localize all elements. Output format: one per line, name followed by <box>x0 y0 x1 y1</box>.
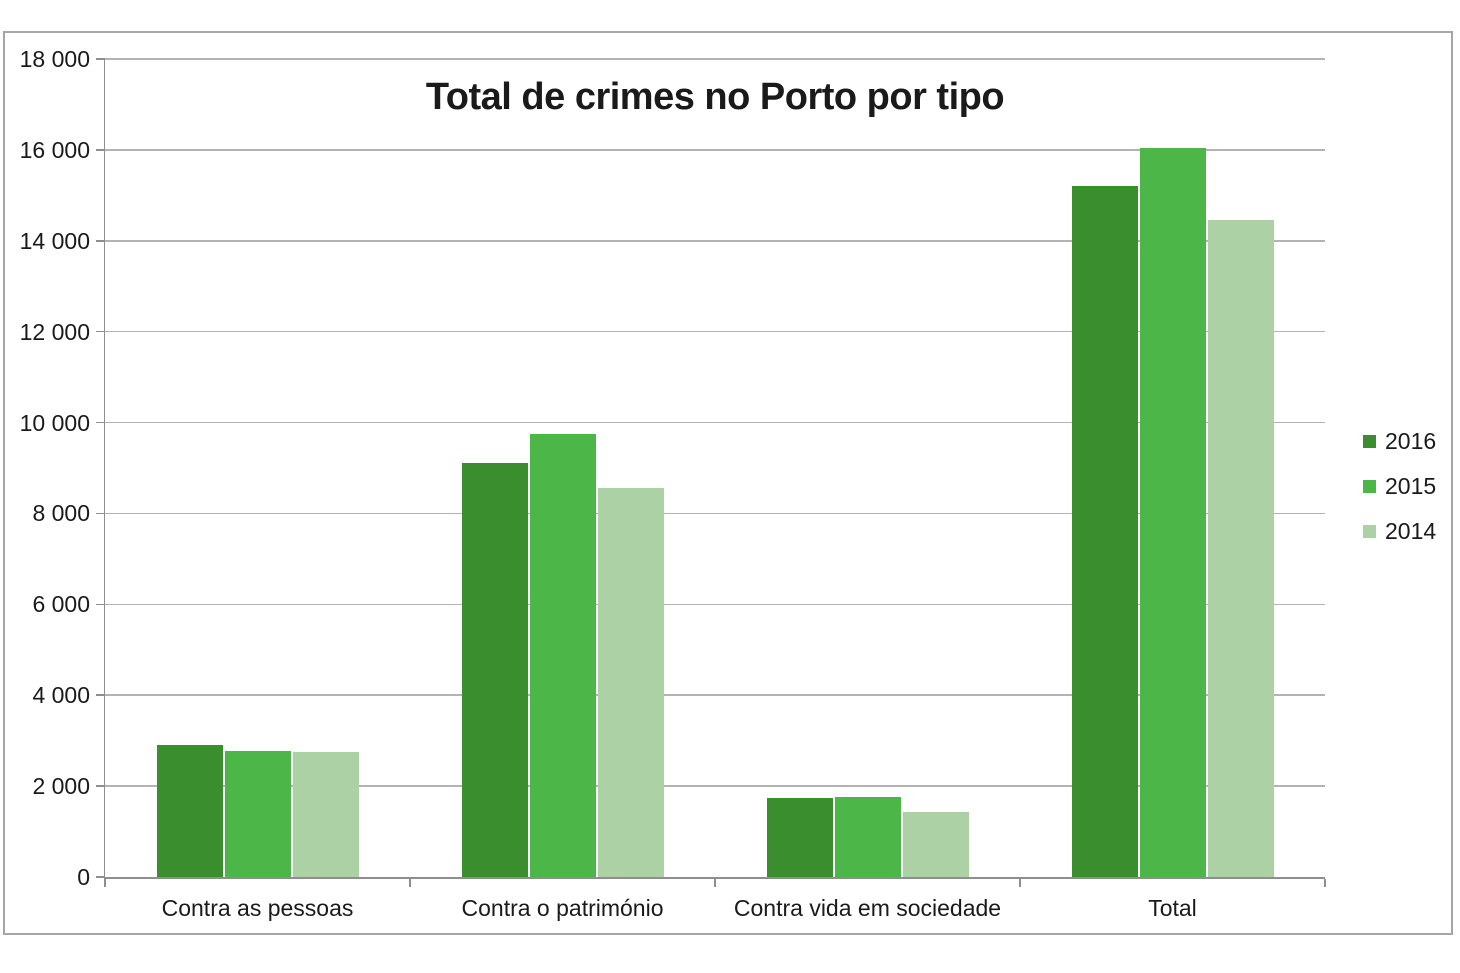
y-axis-label: 14 000 <box>19 227 90 254</box>
legend-item-2014: 2014 <box>1363 516 1436 546</box>
bar-2015 <box>834 797 901 877</box>
y-axis-tick <box>96 512 105 515</box>
gridline <box>105 240 1325 242</box>
bar-2016 <box>1071 186 1138 877</box>
y-axis-tick <box>96 240 105 242</box>
bar-2014 <box>597 488 664 877</box>
legend-swatch-icon <box>1363 479 1376 493</box>
y-axis-label: 8 000 <box>32 500 90 527</box>
bar-2016 <box>461 463 528 877</box>
legend-label: 2016 <box>1385 427 1437 454</box>
legend-label: 2015 <box>1385 472 1437 499</box>
y-axis-tick <box>96 876 105 878</box>
x-axis-category-label: Contra as pessoas <box>161 895 354 921</box>
gridline <box>105 785 1325 787</box>
y-axis-line <box>103 59 105 879</box>
y-axis-tick <box>96 785 105 787</box>
gridline <box>105 149 1325 151</box>
gridline <box>105 694 1325 696</box>
y-axis-label: 2 000 <box>32 773 90 800</box>
legend-item-2015: 2015 <box>1363 471 1436 501</box>
gridline <box>105 603 1325 606</box>
y-axis-tick <box>96 603 105 606</box>
x-axis-tick <box>1324 879 1326 887</box>
x-axis-tick <box>409 879 411 887</box>
bar-2014 <box>902 811 969 877</box>
legend-item-2016: 2016 <box>1363 426 1436 456</box>
y-axis-label: 4 000 <box>32 682 90 709</box>
gridline <box>105 58 1325 60</box>
y-axis-tick <box>96 149 105 151</box>
bar-2014 <box>292 752 359 877</box>
y-axis-tick <box>96 421 105 424</box>
gridline <box>105 421 1325 424</box>
bar-2014 <box>1207 220 1274 877</box>
gridline <box>105 330 1325 333</box>
x-axis-tick <box>1019 879 1021 887</box>
x-axis-category-label: Contra vida em sociedade <box>733 895 1002 921</box>
x-axis-tick <box>714 879 716 887</box>
y-axis-label: 0 <box>77 864 90 890</box>
legend-swatch-icon <box>1363 434 1376 448</box>
y-axis-tick <box>96 58 105 60</box>
y-axis-label: 6 000 <box>32 591 90 618</box>
bar-2015 <box>224 751 291 877</box>
x-axis-category-label: Total <box>1148 895 1197 921</box>
gridline <box>105 512 1325 515</box>
y-axis-tick <box>96 694 105 696</box>
bar-2016 <box>156 745 223 877</box>
bar-2015 <box>1139 147 1206 877</box>
bar-2016 <box>766 798 833 877</box>
y-axis-label: 18 000 <box>19 46 90 72</box>
y-axis-label: 12 000 <box>19 318 90 345</box>
x-axis-line <box>103 877 1325 879</box>
y-axis-label: 16 000 <box>19 136 90 163</box>
y-axis-label: 10 000 <box>19 409 90 436</box>
chart-title: Total de crimes no Porto por tipo <box>425 76 1005 118</box>
legend-swatch-icon <box>1363 524 1376 538</box>
x-axis-tick <box>104 879 106 887</box>
x-axis-category-label: Contra o património <box>461 895 664 921</box>
y-axis-tick <box>96 330 105 333</box>
legend-label: 2014 <box>1385 517 1437 544</box>
bar-2015 <box>529 433 596 877</box>
